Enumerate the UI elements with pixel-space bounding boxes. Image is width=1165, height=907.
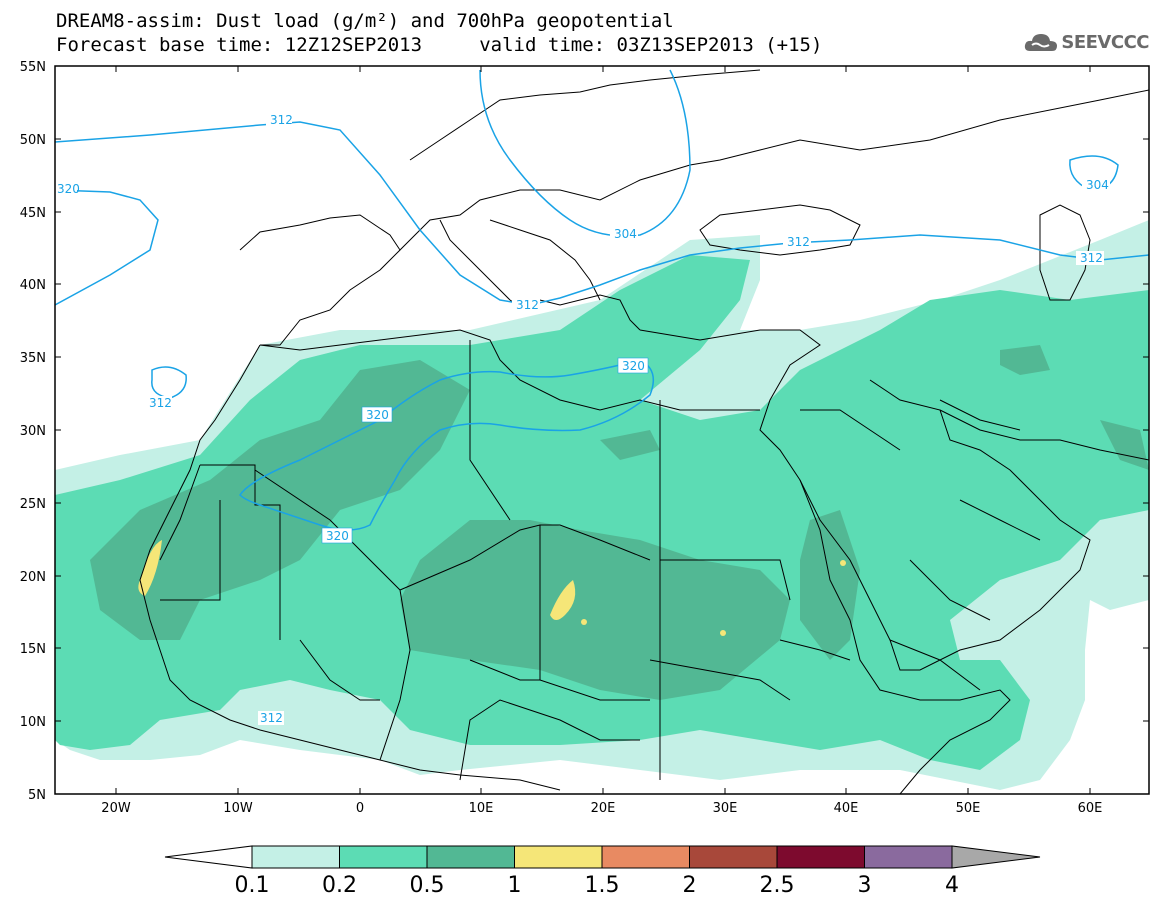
lat-tick-label: 20N (20, 570, 46, 585)
colorbar-label: 2.5 (760, 873, 795, 898)
colorbar-label: 1.5 (585, 873, 620, 898)
contour-label: 312 (270, 113, 293, 127)
seevccc-logo: SEEVCCC (1024, 30, 1149, 54)
lat-tick-label: 45N (20, 206, 46, 221)
contour-label: 304 (614, 227, 637, 241)
logo-text: SEEVCCC (1061, 31, 1149, 53)
contour-label: 312 (260, 711, 283, 725)
dust-band-1 (138, 540, 846, 636)
lat-tick-label: 35N (20, 351, 46, 366)
colorbar-swatch (689, 845, 778, 869)
contour-label: 304 (1086, 178, 1109, 192)
lon-tick-label: 20W (101, 801, 131, 816)
colorbar-swatch (426, 845, 515, 869)
lon-tick-label: 10E (469, 801, 494, 816)
contour-labels: 312 320 312 312 304 312 312 304 312 320 … (55, 113, 1110, 725)
colorbar-swatch (776, 845, 865, 869)
colorbar-swatch (601, 845, 690, 869)
cloud-icon (1025, 34, 1058, 51)
lat-tick-label: 40N (20, 278, 46, 293)
lat-tick-label: 55N (20, 60, 46, 75)
lat-tick-label: 25N (20, 497, 46, 512)
lat-tick-label: 50N (20, 133, 46, 148)
lat-tick-label: 5N (28, 788, 46, 803)
map-plot-area: 312 320 312 312 304 312 312 304 312 320 … (55, 66, 1149, 794)
colorbar: 0.1 0.2 0.5 1 1.5 2 2.5 3 4 (164, 845, 1041, 898)
colorbar-label: 1 (508, 873, 522, 898)
colorbar-under-arrow (164, 845, 253, 869)
colorbar-swatch (514, 845, 603, 869)
contour-label: 320 (366, 408, 389, 422)
colorbar-swatch (251, 845, 340, 869)
lat-tick-label: 10N (20, 715, 46, 730)
colorbar-swatch (864, 845, 953, 869)
longitude-axis: 20W 10W 0 10E 20E 30E 40E 50E 60E (101, 66, 1102, 816)
colorbar-label: 0.5 (410, 873, 445, 898)
lon-tick-label: 40E (834, 801, 859, 816)
contour-label: 312 (516, 298, 539, 312)
dust-band-0.5 (90, 345, 1149, 700)
lon-tick-label: 10W (223, 801, 253, 816)
lon-tick-label: 20E (591, 801, 616, 816)
colorbar-label: 3 (858, 873, 872, 898)
lon-tick-label: 0 (356, 801, 364, 816)
colorbar-label: 0.2 (322, 873, 357, 898)
colorbar-label: 2 (683, 873, 697, 898)
map-title: DREAM8-assim: Dust load (g/m²) and 700hP… (56, 10, 674, 32)
latitude-axis: 55N 50N 45N 40N 35N 30N 25N 20N 15N 10N … (20, 60, 1149, 803)
colorbar-label: 4 (945, 873, 959, 898)
contour-label: 312 (787, 235, 810, 249)
colorbar-over-arrow (951, 845, 1041, 869)
contour-label: 312 (1080, 251, 1103, 265)
lat-tick-label: 30N (20, 424, 46, 439)
colorbar-swatch (339, 845, 428, 869)
contour-label: 320 (57, 182, 80, 196)
contour-label: 320 (326, 529, 349, 543)
country-borders (139, 69, 1149, 794)
lat-tick-label: 15N (20, 642, 46, 657)
contour-label: 312 (149, 396, 172, 410)
forecast-time-line: Forecast base time: 12Z12SEP2013 valid t… (56, 34, 823, 56)
colorbar-label: 0.1 (235, 873, 270, 898)
lon-tick-label: 60E (1078, 801, 1103, 816)
lon-tick-label: 30E (713, 801, 738, 816)
lon-tick-label: 50E (956, 801, 981, 816)
contour-label: 320 (622, 359, 645, 373)
